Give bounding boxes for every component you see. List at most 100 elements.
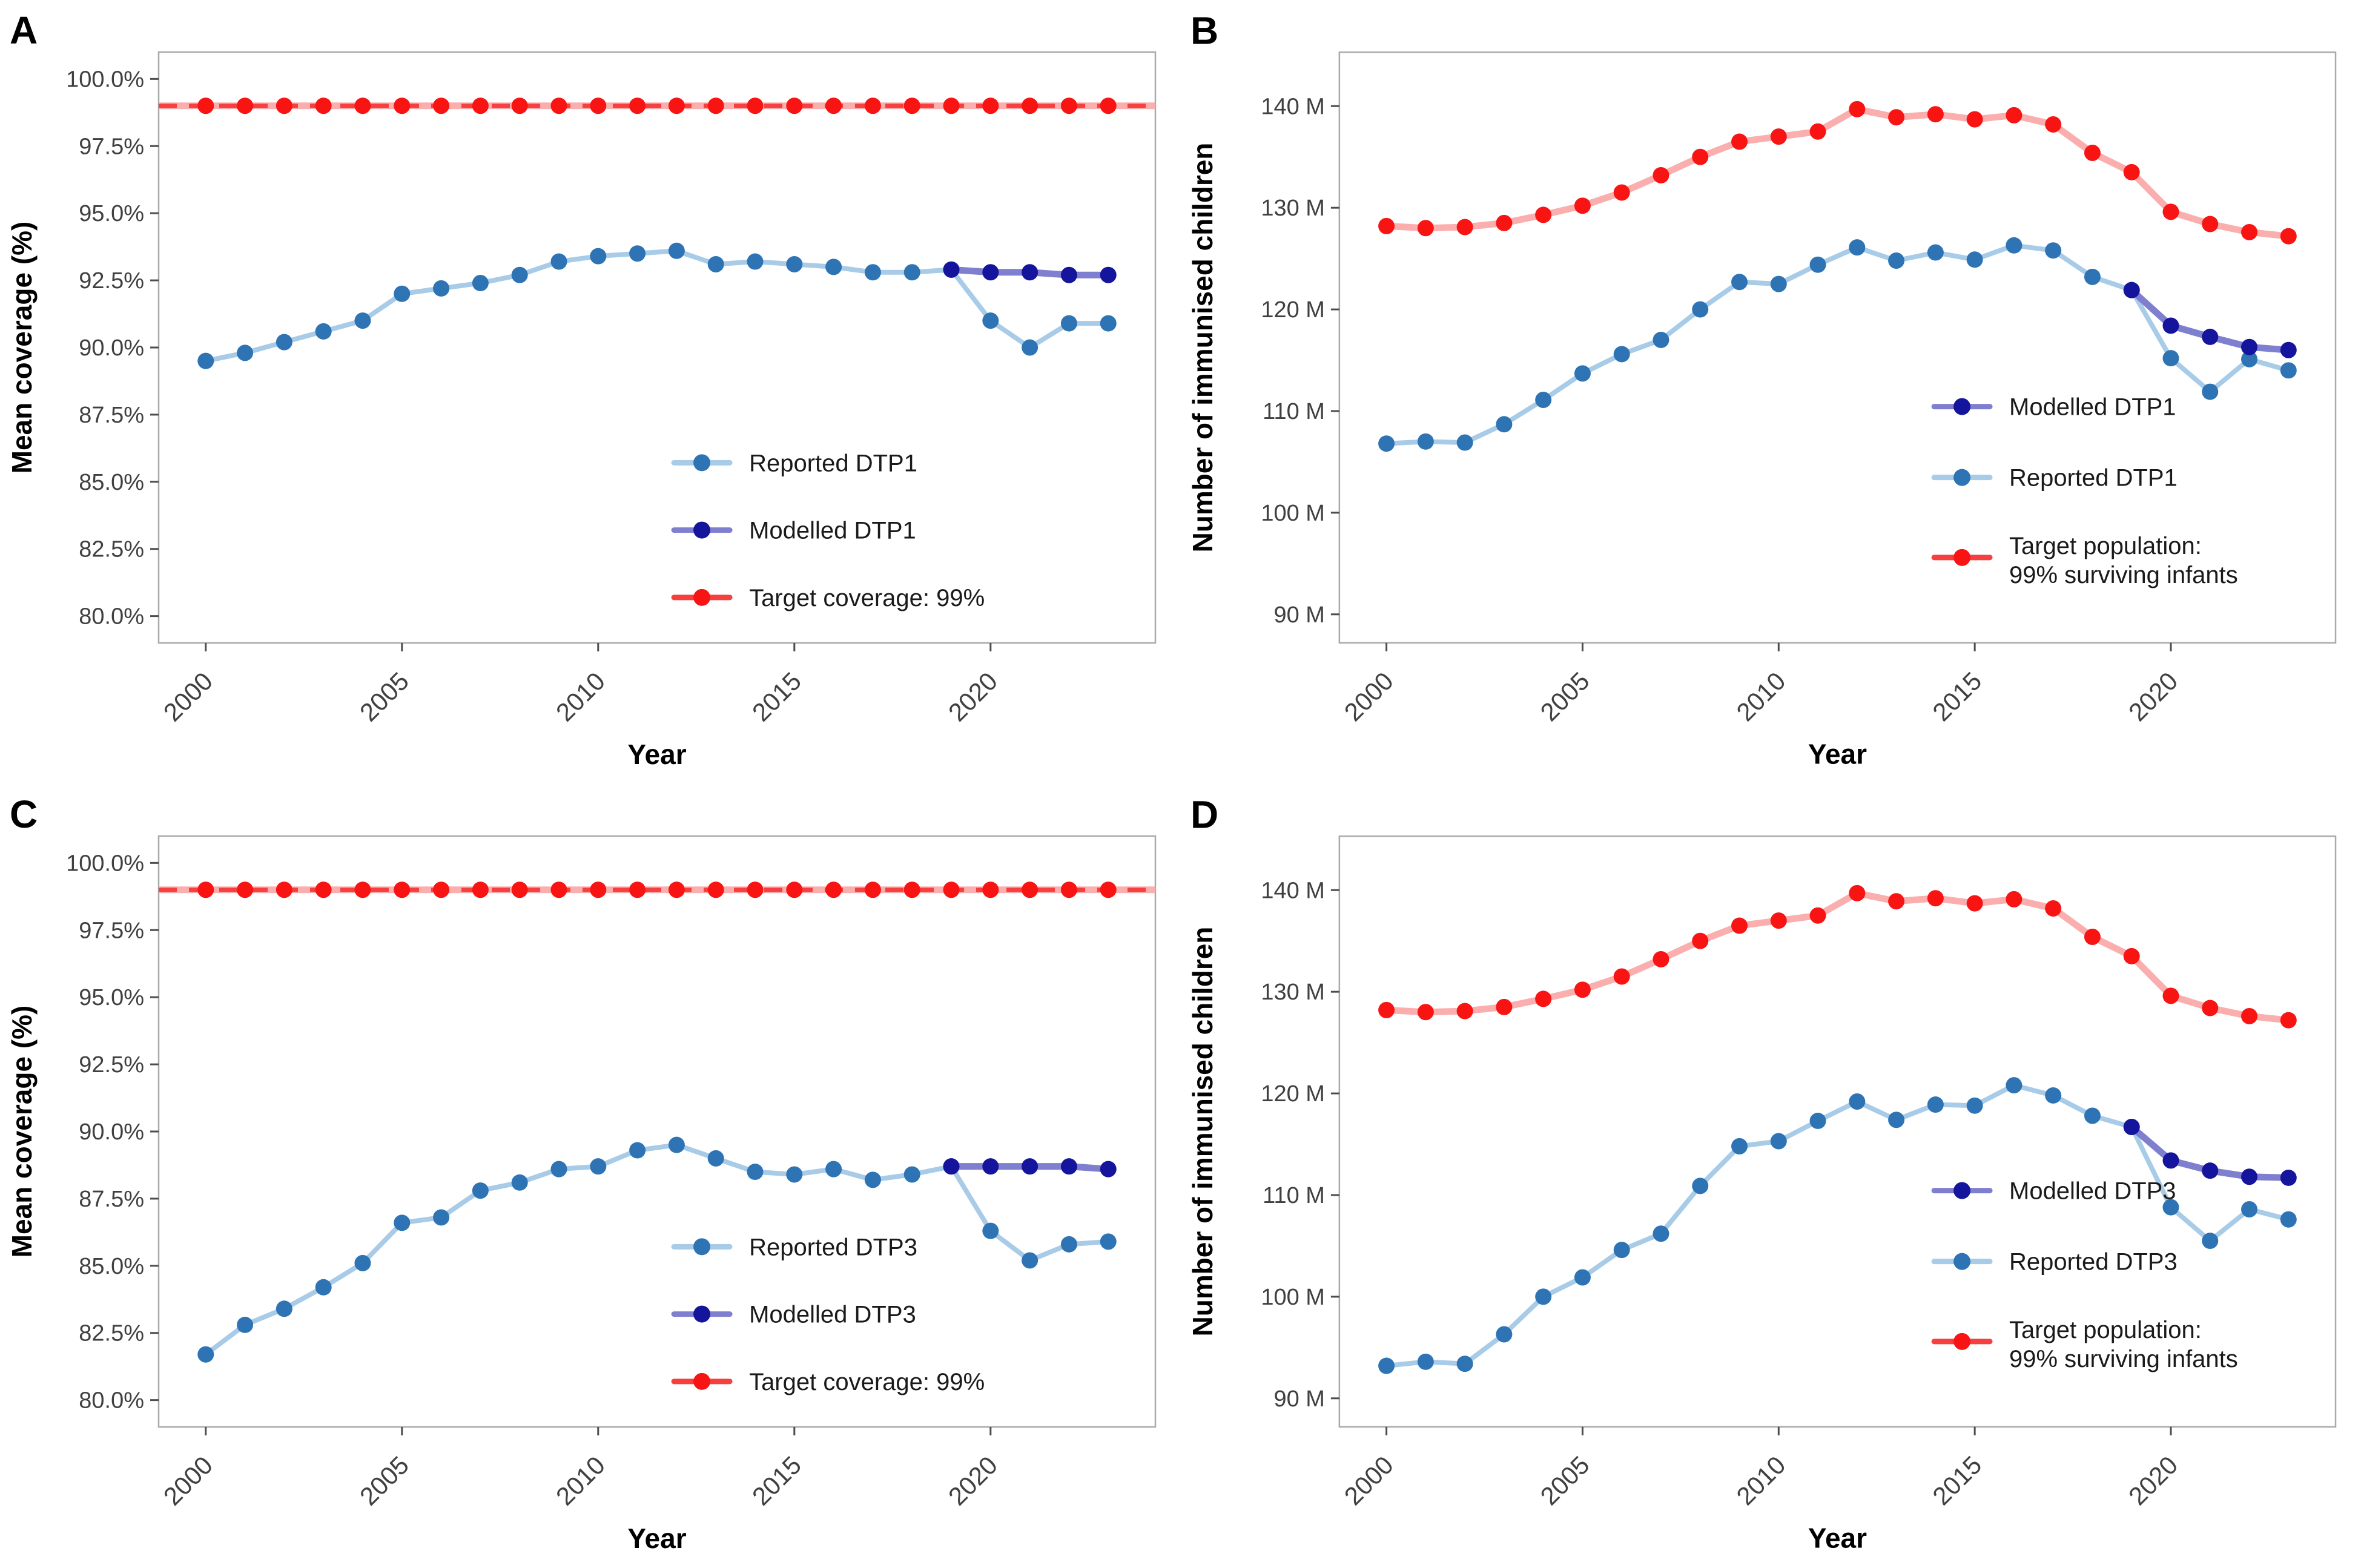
panel-letter: D xyxy=(1190,792,1218,836)
data-point xyxy=(707,97,724,114)
data-point xyxy=(394,881,411,898)
legend-item: Modelled DTP1 xyxy=(671,518,916,544)
legend-label: Target population: 99% surviving infants xyxy=(2009,1317,2238,1372)
legend-label: Reported DTP1 xyxy=(2009,465,2178,492)
y-tick-label: 85.0% xyxy=(79,1254,144,1279)
panel-A: A 100.0% 97.5% 95.0% 92.5% 90.0% 87.5% 85.0% 82.… xyxy=(0,0,1181,784)
data-point xyxy=(1022,881,1039,898)
data-point xyxy=(197,97,214,114)
data-point xyxy=(1692,148,1709,165)
data-point xyxy=(864,881,881,898)
y-axis-title: Mean coverage (%) xyxy=(6,1006,38,1258)
y-tick-label: 100 M xyxy=(1261,501,1325,526)
data-point xyxy=(2006,107,2023,124)
data-point xyxy=(2241,351,2258,367)
y-tick-label: 120 M xyxy=(1261,297,1325,323)
data-point xyxy=(1770,912,1787,929)
data-point xyxy=(1022,97,1039,114)
legend-key-marker xyxy=(693,1305,711,1323)
data-point xyxy=(1888,893,1905,910)
data-point xyxy=(2202,216,2219,232)
data-point xyxy=(2045,242,2062,259)
data-point xyxy=(237,1316,254,1333)
data-point xyxy=(1022,1252,1039,1269)
y-axis-title: Number of immunised children xyxy=(1187,143,1218,553)
legend-label: Modelled DTP1 xyxy=(2009,394,2176,421)
data-point xyxy=(2280,1012,2297,1029)
data-point xyxy=(2280,228,2297,245)
legend-label: Modelled DTP1 xyxy=(749,518,916,544)
y-tick-label: 90 M xyxy=(1273,602,1324,628)
data-point xyxy=(1535,206,1552,223)
data-point xyxy=(864,264,881,281)
data-point xyxy=(786,881,803,898)
data-point xyxy=(2123,163,2140,180)
y-tick-label: 82.5% xyxy=(79,1321,144,1346)
series-reported-dtp3 xyxy=(1378,1077,2297,1374)
data-point xyxy=(1613,346,1630,363)
data-point xyxy=(1888,109,1905,126)
y-tick-label: 97.5% xyxy=(79,134,144,159)
y-tick-label: 90 M xyxy=(1273,1386,1324,1412)
data-point xyxy=(825,259,842,275)
data-point xyxy=(2280,1169,2297,1186)
data-point xyxy=(1496,416,1513,433)
data-point xyxy=(2280,341,2297,358)
data-point xyxy=(982,312,999,329)
series-modelled-dtp3 xyxy=(2123,1118,2297,1186)
panel-letter: A xyxy=(10,8,38,52)
data-point xyxy=(1535,1288,1552,1305)
data-point xyxy=(2006,891,2023,908)
y-tick-label: 110 M xyxy=(1263,399,1325,424)
data-point xyxy=(943,881,960,898)
legend-item: Reported DTP1 xyxy=(671,450,917,476)
y-tick-label: 100.0% xyxy=(66,851,144,876)
data-point xyxy=(237,881,254,898)
legend-key-marker xyxy=(693,521,711,539)
data-point xyxy=(1613,968,1630,985)
data-point xyxy=(1966,111,1983,128)
data-point xyxy=(472,1182,489,1199)
data-point xyxy=(315,1279,332,1296)
data-point xyxy=(747,253,764,270)
legend-key-marker xyxy=(1953,1182,1971,1199)
legend-item: Target coverage: 99% xyxy=(671,1369,985,1395)
y-axis-title: Mean coverage (%) xyxy=(6,222,38,474)
data-point xyxy=(2006,1077,2023,1094)
data-point xyxy=(982,881,999,898)
data-point xyxy=(786,97,803,114)
legend-key-marker xyxy=(693,588,711,606)
data-point xyxy=(786,255,803,272)
data-point xyxy=(1692,1178,1709,1194)
data-point xyxy=(2045,116,2062,133)
data-point xyxy=(1456,1003,1473,1020)
legend-item: Reported DTP3 xyxy=(671,1234,917,1260)
panel-D: D 140 M 130 M 120 M 110 M 100 M 90 M 2000 2005 20… xyxy=(1181,784,2361,1568)
x-axis-title: Year xyxy=(1808,739,1867,770)
data-point xyxy=(276,97,292,114)
data-point xyxy=(1613,1242,1630,1259)
data-point xyxy=(1574,1269,1591,1286)
y-tick-label: 92.5% xyxy=(79,1052,144,1078)
data-point xyxy=(237,97,254,114)
data-point xyxy=(629,97,646,114)
data-point xyxy=(707,881,724,898)
data-point xyxy=(1100,881,1117,898)
data-point xyxy=(590,1158,607,1175)
x-axis-title: Year xyxy=(627,739,686,770)
data-point xyxy=(1456,219,1473,236)
legend-item: Reported DTP1 xyxy=(1931,465,2178,492)
legend-key-marker xyxy=(693,454,711,472)
y-tick-label: 140 M xyxy=(1261,878,1325,903)
data-point xyxy=(590,881,607,898)
data-point xyxy=(354,312,371,329)
data-point xyxy=(629,1142,646,1159)
legend: Reported DTP1 Modelled DTP1 Target coverag… xyxy=(671,450,985,611)
data-point xyxy=(1731,1138,1748,1155)
series-reported-dtp1 xyxy=(1378,237,2297,452)
data-point xyxy=(2202,1000,2219,1016)
data-point xyxy=(2045,900,2062,917)
data-point xyxy=(1966,1097,1983,1114)
data-point xyxy=(747,1164,764,1181)
series-reported-dtp3 xyxy=(197,1136,1117,1363)
